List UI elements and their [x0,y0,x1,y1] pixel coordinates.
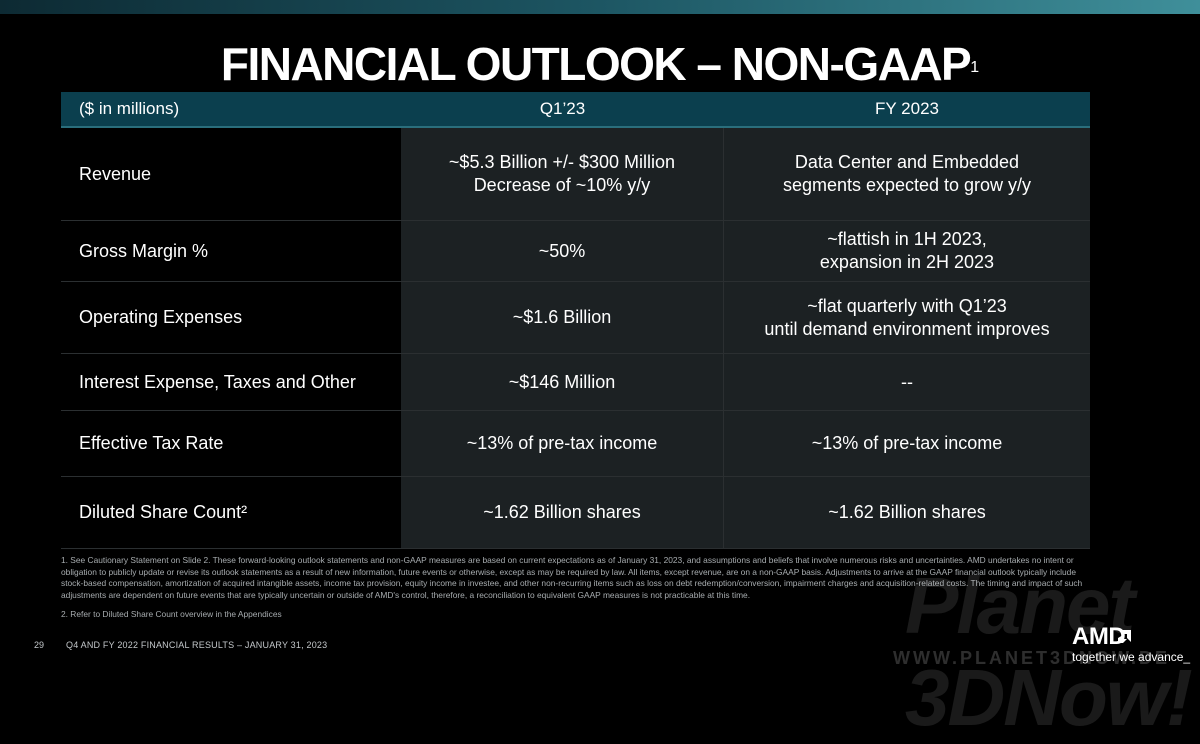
header-units: ($ in millions) [79,99,180,118]
header-q1: Q1’23 [539,99,586,118]
header-fy: FY 2023 [875,99,939,118]
slide-title-text: FINANCIAL OUTLOOK – NON-GAAP [220,38,972,90]
row-label: Revenue [61,128,401,221]
fy-cell: ~13% of pre-tax income [724,411,1090,477]
q1-line: Decrease of ~10% y/y [473,175,651,195]
fy-line: ~flattish in 1H 2023, [827,229,987,249]
page-number: 29 [34,640,45,650]
fy-line: ~flat quarterly with Q1’23 [807,295,1007,316]
fy-line: expansion in 2H 2023 [819,252,995,272]
slide-title: FINANCIAL OUTLOOK – NON-GAAP1 [0,36,1200,92]
top-accent-bar [0,0,1200,14]
fy-cell: ~flattish in 1H 2023, expansion in 2H 202… [724,221,1090,282]
table-row-revenue: Revenue ~$5.3 Billion +/- $300 Million De… [61,128,1090,221]
fy-line: ~1.62 Billion shares [828,502,986,522]
row-label: Diluted Share Count² [61,477,401,549]
fy-line: segments expected to grow y/y [782,175,1032,195]
q1-cell: ~$5.3 Billion +/- $300 Million Decrease o… [401,128,724,221]
row-label: Interest Expense, Taxes and Other [61,354,401,411]
watermark-url: WWW.PLANET3DNOW.DE [893,648,1170,668]
footnote-1: 1. See Cautionary Statement on Slide 2. … [61,555,1083,600]
row-label: Gross Margin % [61,221,401,282]
q1-line: ~1.62 Billion shares [483,502,641,522]
fy-line: Data Center and Embedded [794,152,1020,172]
q1-cell: ~$146 Million [401,354,724,411]
q1-line: ~$5.3 Billion +/- $300 Million [448,152,676,172]
footer-text: Q4 AND FY 2022 FINANCIAL RESULTS – JANUA… [66,640,328,650]
footnote-2: 2. Refer to Diluted Share Count overview… [61,609,282,620]
outlook-table: ($ in millions) Q1’23 FY 2023 Revenue ~$… [61,92,1090,549]
fy-cell: Data Center and Embedded segments expecte… [724,128,1090,221]
q1-cell: ~1.62 Billion shares [401,477,724,549]
table-row-effective-tax-rate: Effective Tax Rate ~13% of pre-tax incom… [61,411,1090,477]
amd-arrow-icon [1118,630,1131,643]
fy-cell: -- [724,354,1090,411]
fy-line: -- [901,371,913,392]
row-label: Operating Expenses [61,282,401,354]
table-header-row: ($ in millions) Q1’23 FY 2023 [61,92,1090,128]
fy-cell: ~flat quarterly with Q1’23 until demand e… [724,282,1090,354]
amd-logo: AMD [1072,623,1126,650]
title-footnote-marker: 1 [970,59,980,76]
table-row-gross-margin: Gross Margin % ~50% ~flattish in 1H 2023… [61,221,1090,282]
q1-line: ~13% of pre-tax income [466,433,658,453]
table-row-diluted-share-count: Diluted Share Count² ~1.62 Billion share… [61,477,1090,549]
footnotes: 1. See Cautionary Statement on Slide 2. … [61,555,1090,629]
q1-cell: ~50% [401,221,724,282]
q1-line: ~$1.6 Billion [512,307,612,327]
q1-cell: ~13% of pre-tax income [401,411,724,477]
table-row-interest-expense: Interest Expense, Taxes and Other ~$146 … [61,354,1090,411]
table-row-operating-expenses: Operating Expenses ~$1.6 Billion ~flat q… [61,282,1090,354]
q1-cell: ~$1.6 Billion [401,282,724,354]
q1-line: ~$146 Million [508,371,616,392]
fy-line: until demand environment improves [764,318,1050,339]
amd-tagline: together we advance_ [1072,650,1191,664]
fy-cell: ~1.62 Billion shares [724,477,1090,549]
row-label: Effective Tax Rate [61,411,401,477]
fy-line: ~13% of pre-tax income [811,433,1003,453]
q1-line: ~50% [538,240,586,261]
